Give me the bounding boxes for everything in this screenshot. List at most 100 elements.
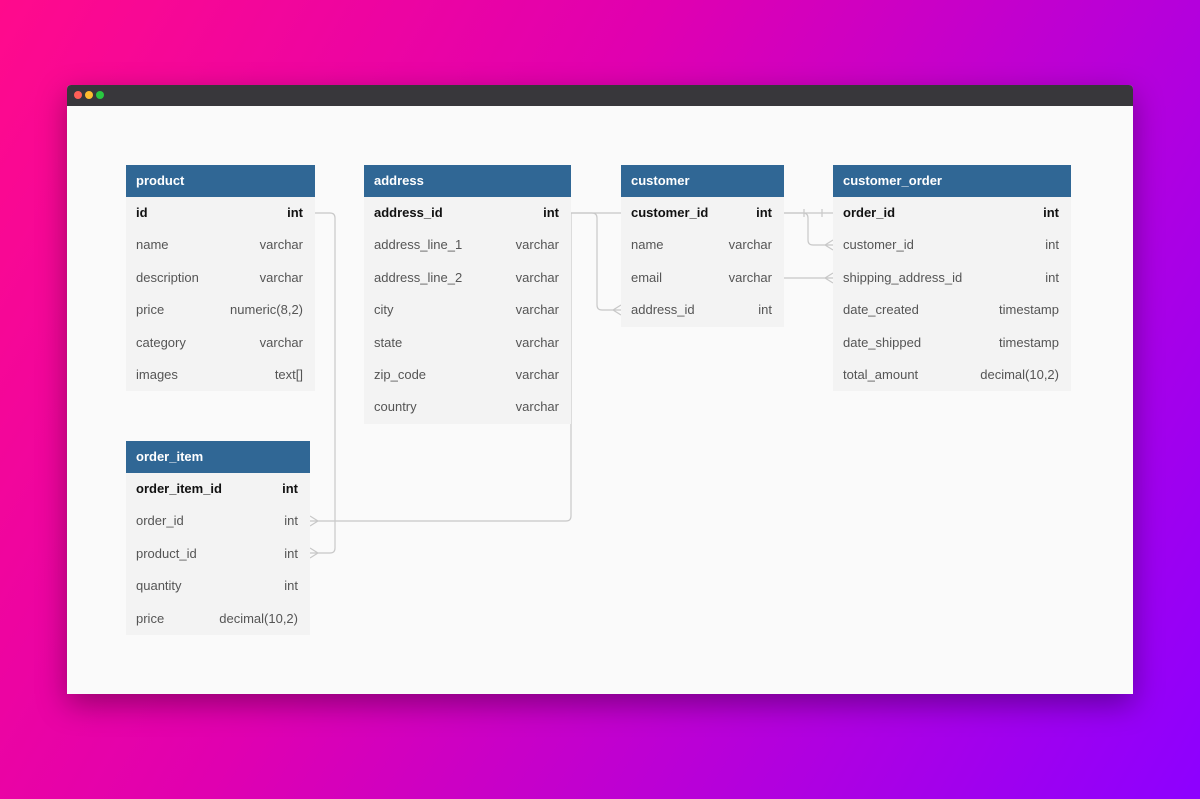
column-type: int [756,205,772,220]
table-row: price decimal(10,2) [126,602,310,635]
column-name: product_id [136,545,197,561]
table-row: price numeric(8,2) [126,294,315,327]
table-row: date_shipped timestamp [833,326,1071,359]
table-row: order_id int [126,505,310,538]
table-row: quantity int [126,570,310,603]
column-name: address_line_2 [374,269,463,285]
table: customer customer_id int name varchar email va… [621,165,784,327]
column-type: varchar [515,302,559,318]
table-row: zip_code varchar [364,358,571,392]
relations [309,209,834,559]
column-type: varchar [515,334,559,350]
browser-window: product id int name varchar description varcha… [67,85,1133,694]
close-button[interactable] [74,91,82,99]
column-type: int [284,545,298,561]
title-bar [67,85,1133,106]
column-type: timestamp [999,334,1059,350]
column-type: varchar [515,366,559,382]
table-row: state varchar [364,326,571,359]
column-type: timestamp [999,302,1059,318]
table: customer_order order_id int customer_id int s… [833,165,1071,392]
table-header: address [364,165,571,197]
column-name: name [631,237,664,253]
relation-line [309,212,336,559]
table-row: images text[] [126,358,315,392]
column-name: images [136,366,178,382]
table-row: address_line_2 varchar [364,261,571,295]
column-name: id [136,205,148,220]
table-row: city varchar [364,294,571,327]
column-type: decimal(10,2) [980,366,1059,382]
relation-line [784,212,834,251]
column-type: varchar [515,399,559,415]
minimize-button[interactable] [85,91,93,99]
column-type: int [1045,237,1059,253]
column-type: int [543,205,559,220]
table-row: address_id int [621,294,784,327]
table-row: description varchar [126,261,315,295]
table-row: customer_id int [621,197,784,230]
table-row: address_id int [364,197,571,230]
column-name: total_amount [843,366,919,382]
column-name: category [136,334,186,350]
column-name: shipping_address_id [843,269,963,285]
table-row: address_line_1 varchar [364,229,571,262]
column-name: customer_id [631,205,709,220]
column-name: country [374,399,417,415]
table-header: customer_order [833,165,1071,197]
column-name: date_shipped [843,334,922,350]
table-row: id int [126,197,315,230]
column-type: text[] [274,366,303,382]
table-header: order_item [126,441,310,473]
table: address address_id int address_line_1 varcha… [364,165,571,424]
table-header: product [126,165,315,197]
table-row: customer_id int [833,229,1071,262]
table-row: order_id int [833,197,1071,230]
table-row: country varchar [364,391,571,424]
column-type: varchar [728,237,772,253]
table-row: date_created timestamp [833,294,1071,327]
table-header: customer [621,165,784,197]
column-name: address_line_1 [374,237,463,253]
column-name: city [374,302,394,318]
column-type: numeric(8,2) [230,302,303,318]
column-type: int [282,481,298,496]
column-type: int [1043,205,1059,220]
table-row: total_amount decimal(10,2) [833,358,1071,392]
column-name: order_id [843,205,896,220]
column-name: price [136,302,165,318]
table-row: order_item_id int [126,473,310,506]
column-type: int [758,302,772,318]
column-type: varchar [728,269,772,285]
column-type: varchar [515,237,559,253]
table-row: shipping_address_id int [833,261,1071,295]
column-name: name [136,237,169,253]
column-name: description [136,269,199,285]
column-name: address_id [374,205,443,220]
column-name: email [631,269,663,285]
table-row: category varchar [126,326,315,359]
column-type: int [284,513,298,529]
column-type: int [287,205,303,220]
column-name: address_id [631,302,695,318]
table-row: name varchar [621,229,784,262]
column-type: varchar [259,237,303,253]
column-name: quantity [136,578,182,594]
table-row: name varchar [126,229,315,262]
maximize-button[interactable] [96,91,104,99]
column-name: order_id [136,513,184,529]
relation-line [309,213,572,527]
relation-line [784,272,834,284]
table-row: product_id int [126,537,310,571]
column-type: varchar [259,334,303,350]
table: product id int name varchar description varcha… [126,165,315,392]
column-name: order_item_id [136,481,222,496]
column-name: date_created [843,302,919,318]
table-row: email varchar [621,261,784,295]
column-type: varchar [515,269,559,285]
column-name: customer_id [843,237,914,253]
column-name: zip_code [374,366,427,382]
column-type: int [284,578,298,594]
column-type: varchar [259,269,303,285]
